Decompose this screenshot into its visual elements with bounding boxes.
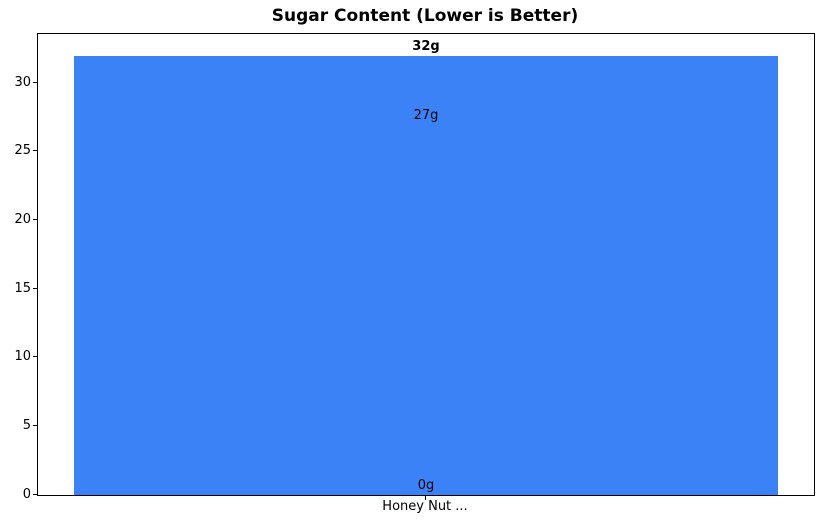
x-tick-label: Honey Nut ... [382,499,468,514]
y-tick-mark [33,424,37,426]
y-tick-label: 25 [14,143,31,159]
bar-value-label: 27g [413,107,439,123]
y-tick-mark [33,287,37,289]
x-tick-mark [425,496,426,500]
y-tick-label: 0 [22,486,31,502]
y-tick-mark [33,493,37,495]
bar-value-label: 0g [417,478,435,493]
y-tick-mark [33,356,37,358]
y-tick-label: 10 [14,349,31,365]
chart-title: Sugar Content (Lower is Better) [271,6,579,26]
y-tick-mark [33,219,37,221]
y-tick-label: 20 [14,212,31,228]
y-tick-label: 15 [14,280,31,296]
y-tick-mark [33,150,37,152]
y-tick-mark [33,81,37,83]
bar-value-label: 32g [412,38,440,54]
y-tick-label: 30 [14,74,31,90]
plot-area: 32g 27g 0g [37,33,815,496]
sugar-bar [74,124,778,495]
y-tick-label: 5 [22,417,31,433]
